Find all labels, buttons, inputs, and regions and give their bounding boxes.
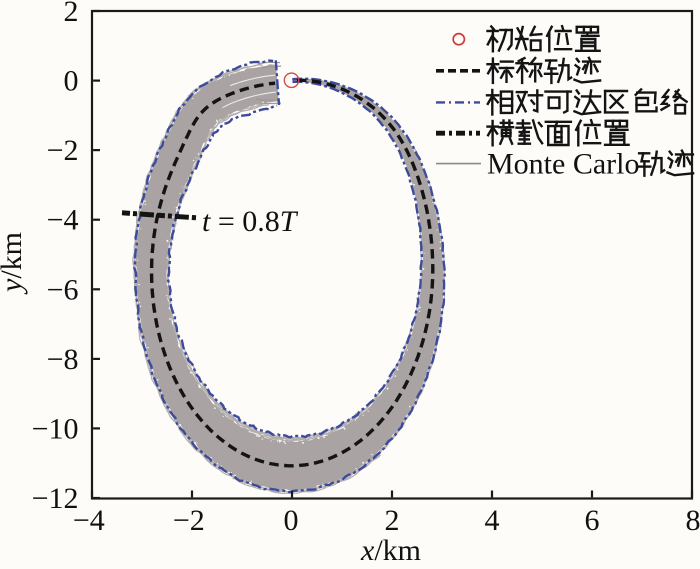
svg-text:4: 4	[485, 504, 500, 537]
svg-text:−4: −4	[47, 204, 79, 237]
svg-text:2: 2	[64, 0, 79, 28]
svg-text:8: 8	[686, 504, 700, 537]
svg-text:t = 0.8T: t = 0.8T	[202, 205, 299, 238]
svg-text:x/km: x/km	[360, 534, 421, 564]
svg-text:y/km: y/km	[0, 232, 28, 295]
svg-text:0: 0	[64, 65, 79, 98]
svg-text:Monte Carlo: Monte Carlo	[487, 148, 639, 181]
svg-text:−6: −6	[47, 273, 79, 306]
svg-text:0: 0	[284, 504, 299, 537]
svg-text:2: 2	[385, 504, 400, 537]
svg-text:6: 6	[585, 504, 600, 537]
svg-text:−10: −10	[32, 412, 79, 445]
svg-text:−2: −2	[173, 504, 205, 537]
svg-text:−12: −12	[32, 482, 79, 515]
svg-text:−8: −8	[47, 343, 79, 376]
svg-text:−2: −2	[47, 134, 79, 167]
